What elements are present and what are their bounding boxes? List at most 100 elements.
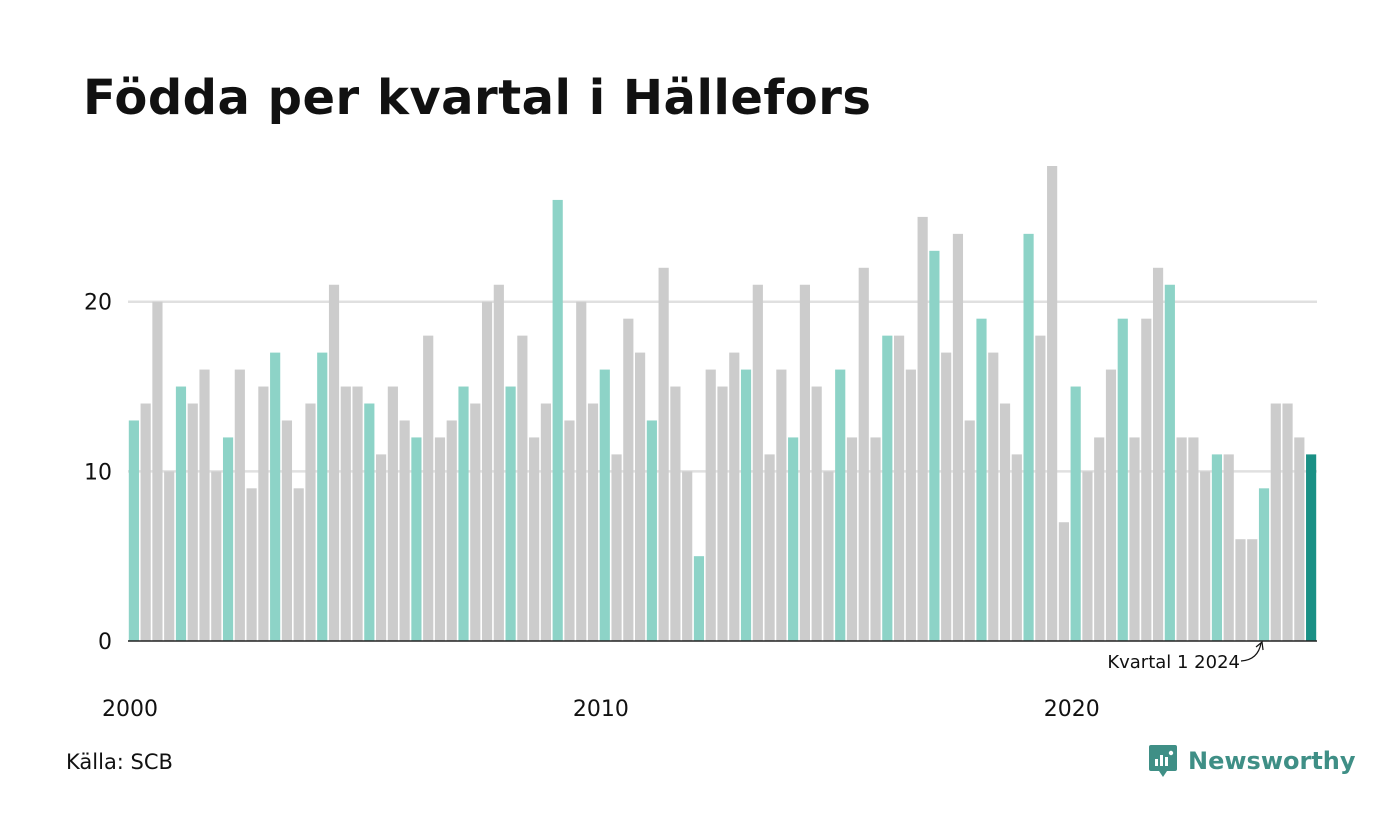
bar (882, 335, 893, 641)
bar (976, 318, 987, 641)
bar (481, 301, 493, 641)
bar (1188, 437, 1199, 641)
bar (764, 454, 775, 641)
bar (752, 284, 763, 641)
bar (1164, 284, 1175, 641)
bar (1129, 437, 1140, 641)
bar (1152, 267, 1164, 641)
bar (1141, 318, 1152, 641)
bar (270, 352, 281, 641)
bar (999, 403, 1011, 641)
annotation-label: Kvartal 1 2024 (1107, 652, 1240, 673)
bar (458, 386, 469, 641)
bar (552, 199, 563, 641)
axes: 0 10 20 2000 2010 2020 Kvartal 1 2024 (84, 291, 1317, 722)
bar (1117, 318, 1128, 641)
bar (893, 335, 905, 641)
bar (988, 352, 999, 641)
bar (1258, 488, 1270, 641)
bar (222, 437, 234, 641)
bar (164, 471, 175, 641)
chart-title: Födda per kvartal i Hällefors (83, 70, 872, 126)
bar (305, 403, 316, 641)
bar (776, 369, 787, 641)
bar (1294, 437, 1305, 641)
brand-name: Newsworthy (1188, 747, 1356, 775)
newsworthy-logo: Newsworthy (1148, 744, 1356, 778)
bar (788, 437, 799, 641)
bar (152, 301, 163, 641)
bar-chart: 0 10 20 2000 2010 2020 Kvartal 1 2024 (84, 166, 1317, 722)
bar (128, 420, 139, 641)
bar (705, 369, 716, 641)
bar (1211, 454, 1223, 641)
source-label: Källa: SCB (66, 750, 173, 774)
bar (941, 352, 952, 641)
bar (835, 369, 846, 641)
bar (952, 233, 964, 641)
bar (1200, 471, 1211, 641)
bar (670, 386, 681, 641)
newsworthy-icon (1149, 745, 1177, 777)
bar (1023, 233, 1034, 641)
bar (1035, 335, 1046, 641)
x-tick-label: 2000 (102, 697, 158, 722)
bar (1306, 454, 1317, 641)
annotation-arrowhead (1255, 640, 1264, 651)
bar (376, 454, 387, 641)
bar (187, 403, 198, 641)
bar (140, 403, 151, 641)
bar (964, 420, 975, 641)
bar (917, 216, 928, 641)
bar (587, 403, 599, 641)
bar (258, 386, 269, 641)
bar (1058, 522, 1069, 641)
bar (423, 335, 434, 641)
bar (1105, 369, 1117, 641)
bar (1282, 403, 1293, 641)
bar (1047, 166, 1058, 641)
bar (364, 403, 375, 641)
bar (211, 471, 222, 641)
bar (693, 556, 705, 641)
bar (646, 420, 657, 641)
bar (1011, 454, 1022, 641)
bar (740, 369, 752, 641)
bar (175, 386, 187, 641)
bar (658, 267, 669, 641)
x-tick-label: 2020 (1044, 697, 1100, 722)
bar (411, 437, 422, 641)
bar (234, 369, 245, 641)
bar (870, 437, 881, 641)
bar (623, 318, 634, 641)
bars (128, 166, 1317, 642)
bar (493, 284, 504, 641)
bar (540, 403, 552, 641)
bar (434, 437, 446, 641)
bar (517, 335, 528, 641)
bar (246, 488, 257, 641)
bar (1270, 403, 1281, 641)
bar (823, 471, 834, 641)
bar (635, 352, 646, 641)
bar (846, 437, 858, 641)
y-tick-label: 20 (84, 291, 112, 316)
bar (281, 420, 293, 641)
bar (929, 250, 940, 642)
bar (1094, 437, 1105, 641)
bar (387, 386, 398, 641)
bar (317, 352, 328, 641)
bar (729, 352, 740, 641)
bar (1223, 454, 1234, 641)
bar (1235, 539, 1246, 641)
bar (1176, 437, 1187, 641)
bar (340, 386, 351, 641)
bar (352, 386, 363, 641)
bar (1082, 471, 1093, 641)
bar (470, 403, 481, 641)
bar (811, 386, 822, 641)
bar (529, 437, 540, 641)
bar (905, 369, 916, 641)
bar (682, 471, 693, 641)
x-tick-label: 2010 (573, 697, 629, 722)
